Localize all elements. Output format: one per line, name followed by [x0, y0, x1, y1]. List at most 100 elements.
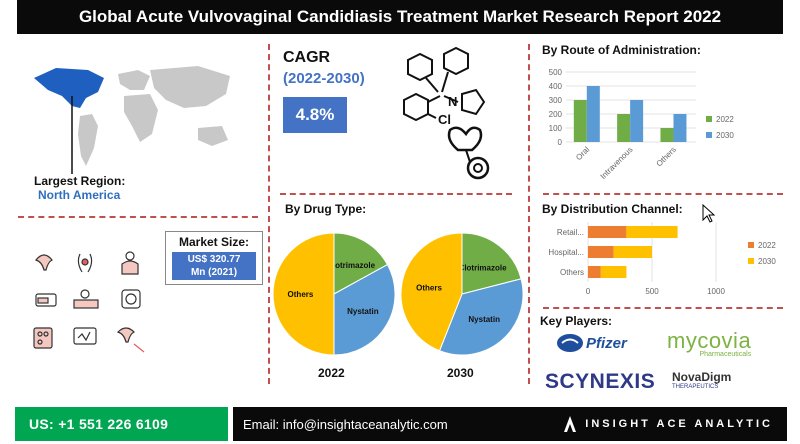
- dist-bar-1-2022: [588, 246, 614, 258]
- dist-legend-swatch-2030: [748, 258, 754, 264]
- route-x-tick: Others: [655, 145, 678, 168]
- route-x-tick: Intravenous: [599, 145, 635, 181]
- pie-2030-slice-nystatin: [438, 278, 524, 356]
- market-size-value-line2: Mn (2021): [190, 267, 238, 278]
- dist-y-tick: Others: [560, 268, 584, 277]
- world-map: [34, 66, 230, 174]
- footer-brand-text: INSIGHT ACE ANALYTIC: [585, 418, 773, 430]
- dist-bar-0-2030: [626, 226, 678, 238]
- cagr-label: CAGR: [283, 49, 331, 66]
- pie-2022-label-others: Others: [288, 290, 314, 299]
- pie-2030-year: 2030: [447, 366, 474, 380]
- pfizer-text: Pfizer: [586, 334, 627, 352]
- pain-icon: [77, 253, 93, 273]
- dist-legend-2022: 2022: [758, 241, 776, 250]
- examination-icon: [73, 289, 99, 309]
- route-legend-swatch-2030: [706, 132, 712, 138]
- route-x-tick: Oral: [574, 145, 591, 162]
- pie-2022-slice-nystatin: [333, 263, 396, 356]
- africa-shape: [124, 94, 158, 142]
- pfizer-logo: Pfizer: [556, 332, 627, 354]
- uterus-icon: [34, 254, 53, 271]
- patient-icon: [121, 251, 139, 275]
- route-legend-swatch-2022: [706, 116, 712, 122]
- scanner-icon: [35, 293, 57, 307]
- pie-2030-label-others: Others: [416, 284, 442, 293]
- route-y-tick: 0: [558, 138, 563, 147]
- chlorine-label: Cl: [438, 112, 451, 127]
- dist-bar-0-2022: [588, 226, 627, 238]
- pie-2030-label-nystatin: Nystatin: [468, 315, 500, 324]
- monitor-icon: [73, 327, 97, 345]
- divider-left: [268, 44, 270, 384]
- page-title: Global Acute Vulvovaginal Candidiasis Tr…: [17, 0, 783, 34]
- uterus-syringe-icon: [116, 327, 145, 353]
- pie-2022-label-nystatin: Nystatin: [347, 307, 379, 316]
- region-label: Largest Region:: [34, 174, 126, 188]
- pie-2030-slice-clotrimazole: [461, 232, 522, 295]
- mycovia-subtext: Pharmaceuticals: [699, 351, 752, 358]
- mycovia-logo: mycovia Pharmaceuticals: [667, 328, 752, 359]
- footer-email[interactable]: Email: info@insightaceanalytic.com: [243, 416, 448, 432]
- pie-2022-year: 2022: [318, 366, 345, 380]
- mycovia-text: mycovia: [667, 328, 752, 353]
- route-bar-others-2030: [673, 114, 687, 142]
- route-y-tick: 400: [549, 82, 563, 91]
- route-y-tick: 100: [549, 124, 563, 133]
- route-y-tick: 500: [549, 68, 563, 77]
- novadigm-subtext: THERAPEUTICS: [672, 384, 719, 390]
- dist-x-tick: 1000: [707, 287, 725, 296]
- pfizer-icon: [557, 334, 583, 352]
- market-size-card: Market Size: US$ 320.77 Mn (2021): [165, 231, 263, 285]
- scynexis-logo: SCYNEXIS: [545, 370, 656, 393]
- route-legend-2030: 2030: [716, 131, 734, 140]
- key-players-title: Key Players:: [540, 314, 613, 328]
- clotrimazole-molecule: N Cl: [403, 46, 490, 180]
- footer-phone[interactable]: US: +1 551 226 6109: [15, 407, 228, 441]
- divider-right-h2: [543, 307, 783, 309]
- divider-right: [528, 44, 530, 384]
- route-bar-oral-2030: [586, 86, 600, 142]
- cagr-period: (2022-2030): [283, 70, 365, 87]
- dist-legend-2030: 2030: [758, 257, 776, 266]
- nitrogen-label: N: [448, 94, 457, 109]
- route-bar-chart: 0 100 200 300 400 500 Oral Intravenous Others 202…: [549, 68, 735, 181]
- dist-bar-2-2022: [588, 266, 601, 278]
- mouse-cursor-icon: [702, 204, 716, 223]
- dist-bar-2-2030: [600, 266, 627, 278]
- market-size-value-line1: US$ 320.77: [187, 254, 241, 265]
- pie-2022-slice-others: [272, 232, 335, 356]
- route-bar-oral-2022: [573, 100, 587, 142]
- region-value: North America: [38, 188, 121, 202]
- drug-type-title: By Drug Type:: [285, 202, 367, 216]
- route-legend-2022: 2022: [716, 115, 734, 124]
- asia-shape: [150, 66, 230, 108]
- market-size-label: Market Size:: [178, 235, 250, 249]
- footer-brand: INSIGHT ACE ANALYTIC: [563, 415, 773, 433]
- route-bar-others-2022: [660, 128, 674, 142]
- dist-x-tick: 500: [645, 287, 659, 296]
- south-america-shape: [78, 114, 98, 166]
- dist-y-tick: Hospital...: [548, 248, 584, 257]
- market-size-value: US$ 320.77 Mn (2021): [172, 252, 256, 280]
- pie-2030-label-clotrimazole: Clotrimazole: [459, 263, 508, 272]
- divider-left-h: [18, 216, 258, 218]
- drug-type-pie-2022: Clotrimazole Nystatin Others: [272, 232, 396, 356]
- north-america-shape: [34, 68, 104, 108]
- insightace-logo-icon: [564, 416, 577, 432]
- route-y-tick: 200: [549, 110, 563, 119]
- mri-icon: [121, 289, 141, 309]
- novadigm-text: NovaDigm: [672, 370, 732, 384]
- dist-bar-1-2030: [613, 246, 652, 258]
- pie-2030-slice-others: [400, 232, 463, 352]
- distribution-bar-chart: 0 500 1000 Retail... Hospital... Others 2022 20…: [548, 222, 776, 296]
- medical-icons: [33, 251, 145, 353]
- route-bar-intravenous-2022: [617, 114, 631, 142]
- pie-2022-slice-clotrimazole: [333, 232, 389, 295]
- footer-bar: Email: info@insightaceanalytic.com INSIG…: [233, 407, 787, 441]
- route-bar-intravenous-2030: [630, 100, 644, 142]
- europe-shape: [118, 70, 150, 90]
- cagr-value: 4.8%: [283, 97, 347, 133]
- australia-shape: [198, 126, 228, 146]
- drug-type-pie-2030: Clotrimazole Nystatin Others: [400, 232, 524, 356]
